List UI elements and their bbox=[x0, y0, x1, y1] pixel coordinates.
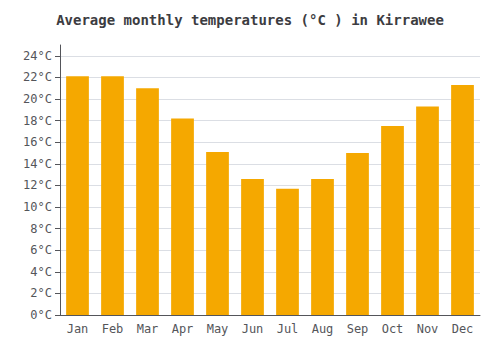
svg-text:Mar: Mar bbox=[137, 322, 159, 336]
svg-text:Aug: Aug bbox=[312, 322, 334, 336]
svg-text:20°C: 20°C bbox=[23, 92, 52, 106]
svg-text:8°C: 8°C bbox=[30, 222, 52, 236]
svg-text:18°C: 18°C bbox=[23, 114, 52, 128]
svg-text:Dec: Dec bbox=[452, 322, 474, 336]
svg-text:Jan: Jan bbox=[67, 322, 89, 336]
svg-text:14°C: 14°C bbox=[23, 157, 52, 171]
svg-text:Feb: Feb bbox=[102, 322, 124, 336]
svg-text:2°C: 2°C bbox=[30, 286, 52, 300]
svg-text:Oct: Oct bbox=[382, 322, 404, 336]
svg-text:0°C: 0°C bbox=[30, 308, 52, 322]
svg-text:Sep: Sep bbox=[347, 322, 369, 336]
svg-text:24°C: 24°C bbox=[23, 49, 52, 63]
svg-text:16°C: 16°C bbox=[23, 135, 52, 149]
svg-text:10°C: 10°C bbox=[23, 200, 52, 214]
svg-text:Nov: Nov bbox=[417, 322, 439, 336]
svg-text:May: May bbox=[207, 322, 229, 336]
svg-text:Jul: Jul bbox=[277, 322, 299, 336]
svg-text:Apr: Apr bbox=[172, 322, 194, 336]
svg-text:22°C: 22°C bbox=[23, 70, 52, 84]
svg-text:Jun: Jun bbox=[242, 322, 264, 336]
svg-text:Average monthly temperatures (: Average monthly temperatures (°C ) in Ki… bbox=[56, 12, 444, 28]
svg-text:6°C: 6°C bbox=[30, 243, 52, 257]
svg-text:12°C: 12°C bbox=[23, 178, 52, 192]
svg-text:4°C: 4°C bbox=[30, 265, 52, 279]
